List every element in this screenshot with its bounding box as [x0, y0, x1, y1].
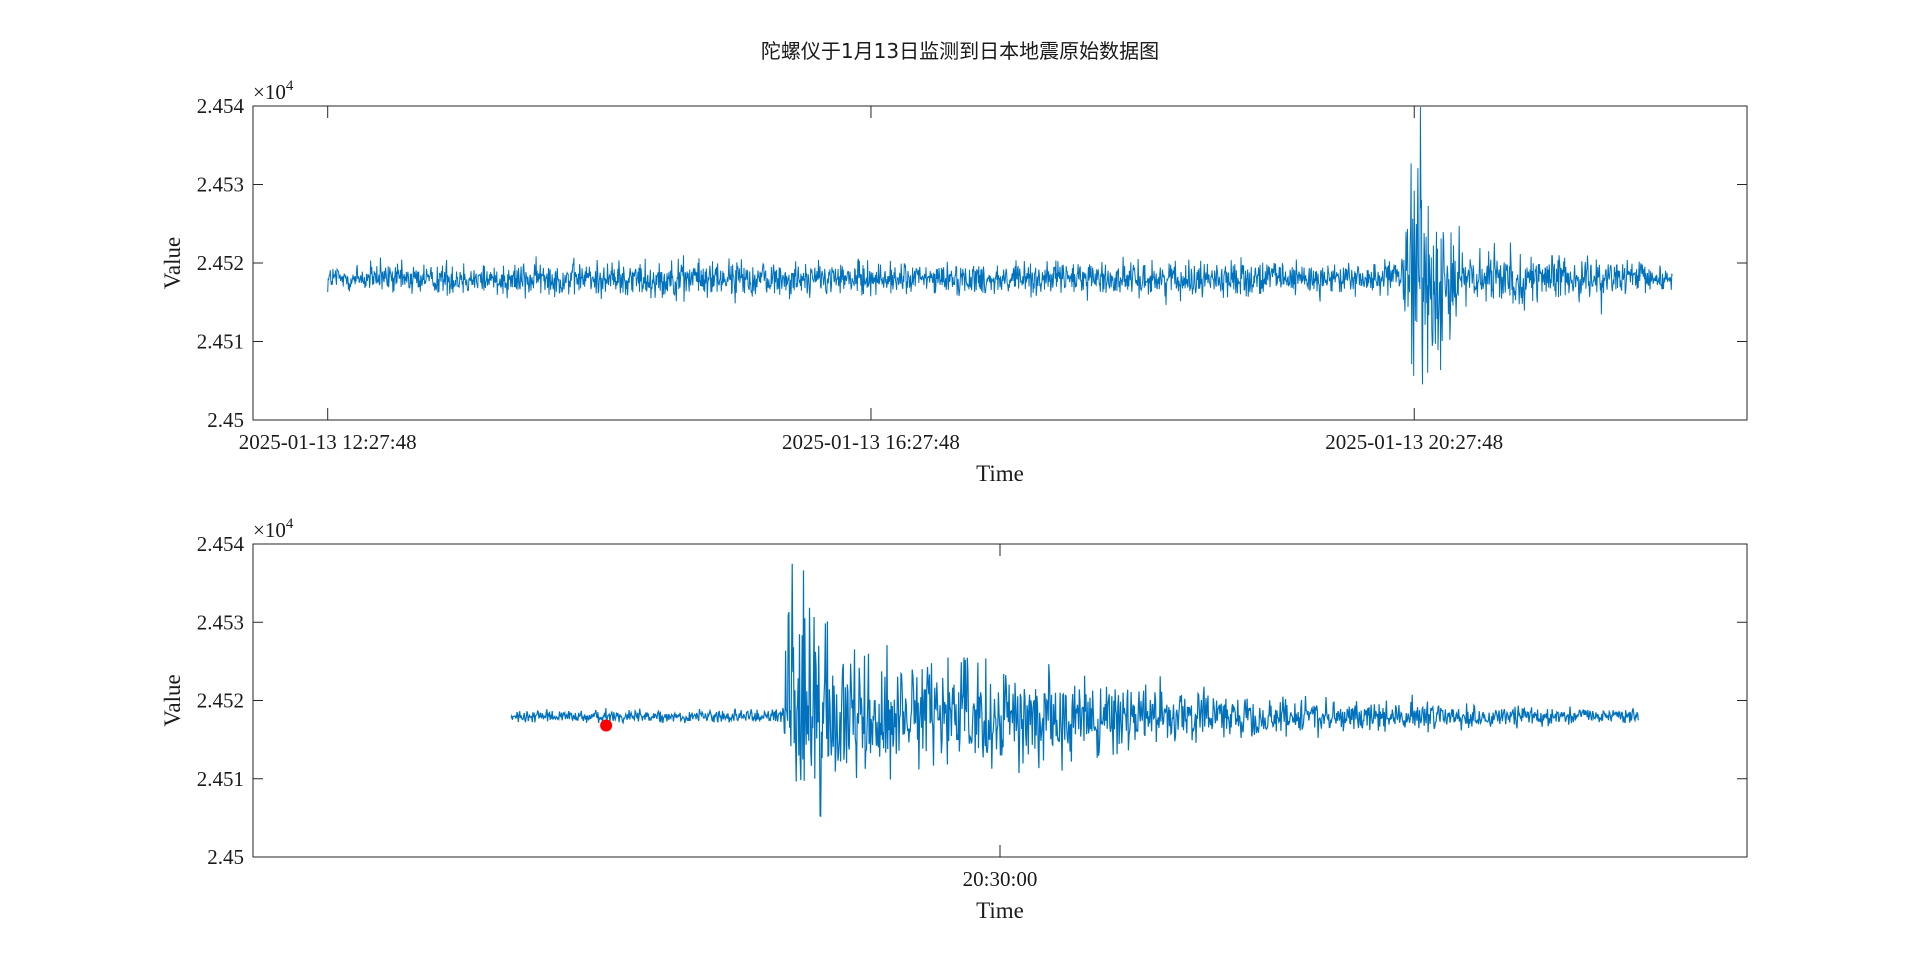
y-exponent-label: ×104	[253, 516, 294, 542]
x-tick-label: 2025-01-13 16:27:48	[782, 430, 960, 454]
y-tick-label: 2.451	[197, 330, 244, 354]
axes-frame	[252, 543, 1748, 858]
series-line	[327, 106, 1673, 385]
figure-title: 陀螺仪于1月13日监测到日本地震原始数据图	[761, 39, 1159, 63]
y-tick-label: 2.453	[197, 173, 244, 197]
event-marker	[600, 719, 613, 732]
x-tick-label: 2025-01-13 20:27:48	[1325, 430, 1503, 454]
x-axis-label: Time	[976, 461, 1024, 486]
axes-frame	[252, 105, 1748, 421]
y-tick-label: 2.45	[207, 408, 244, 432]
y-tick-label: 2.454	[197, 94, 245, 118]
x-axis-label: Time	[976, 898, 1024, 923]
series-line	[510, 563, 1639, 818]
top-axes: 2.45 2.451 2.452 2.453 2.454 2025-01-13 12:27…	[160, 78, 1748, 486]
x-tick-label: 20:30:00	[963, 867, 1038, 891]
y-tick-label: 2.452	[197, 689, 244, 713]
bottom-axes: 2.45 2.451 2.452 2.453 2.454 20:30:00 ×104 Time…	[160, 516, 1748, 923]
y-tick-label: 2.451	[197, 767, 244, 791]
y-tick-label: 2.454	[197, 532, 245, 556]
y-tick-label: 2.452	[197, 251, 244, 275]
y-tick-label: 2.453	[197, 610, 244, 634]
y-axis-label: Value	[160, 237, 185, 289]
y-axis-label: Value	[160, 674, 185, 726]
y-tick-label: 2.45	[207, 845, 244, 869]
x-tick-label: 2025-01-13 12:27:48	[239, 430, 417, 454]
y-exponent-label: ×104	[253, 78, 294, 104]
